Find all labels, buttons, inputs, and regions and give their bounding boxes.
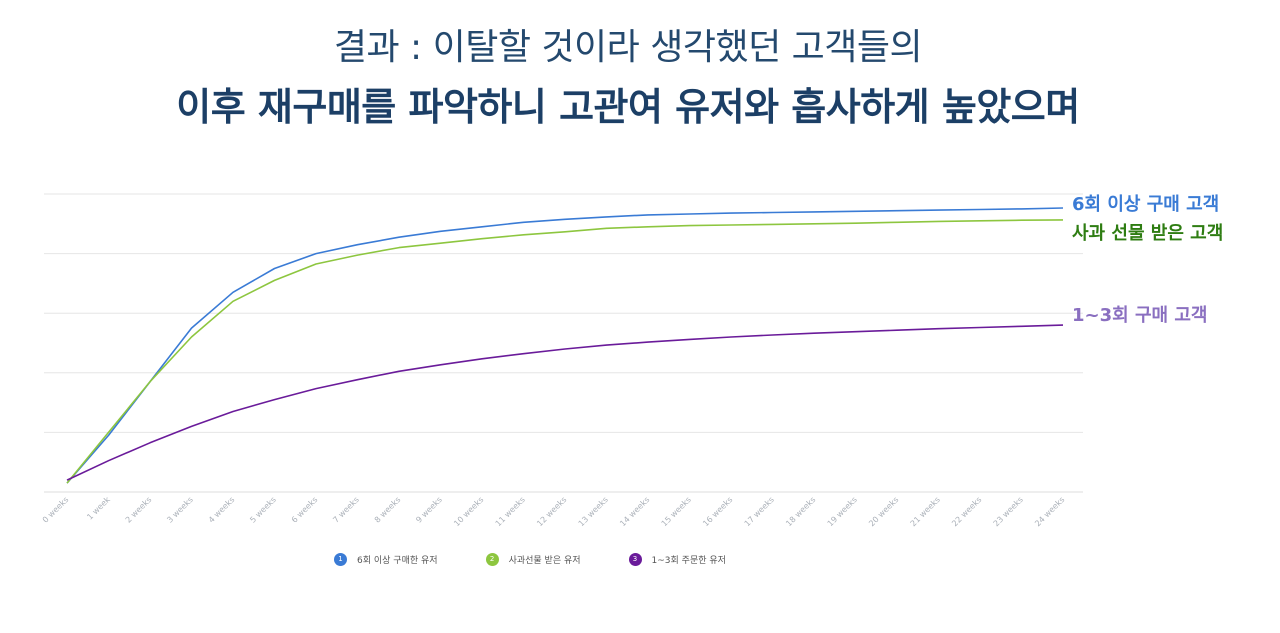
x-tick-label: 17 weeks: [743, 495, 776, 528]
series-line-3: [66, 324, 1064, 481]
legend-marker-3: 3: [628, 552, 642, 566]
x-tick-label: 2 weeks: [124, 495, 154, 525]
x-tick-label: 12 weeks: [535, 495, 568, 528]
x-tick-label: 21 weeks: [909, 495, 942, 528]
title-line-2: 이후 재구매를 파악하니 고관여 유저와 흡사하게 높았으며: [176, 85, 1080, 129]
series-end-label-1: 6회 이상 구매 고객: [1072, 194, 1219, 215]
legend-item-1[interactable]: 1 6회 이상 구매한 유저: [334, 552, 438, 566]
series-end-label-3: 1~3회 구매 고객: [1072, 305, 1207, 326]
x-tick-label: 20 weeks: [867, 495, 900, 528]
x-tick-label: 6 weeks: [290, 495, 320, 525]
x-tick-label: 18 weeks: [784, 495, 817, 528]
chart-legend: 1 6회 이상 구매한 유저 2 사과선물 받은 유저 3 1~3회 주문한 유…: [334, 551, 774, 567]
x-tick-label: 16 weeks: [701, 495, 734, 528]
x-tick-label: 14 weeks: [618, 495, 651, 528]
legend-marker-2: 2: [485, 552, 499, 566]
x-tick-label: 24 weeks: [1033, 495, 1066, 528]
legend-label-1: 6회 이상 구매한 유저: [357, 555, 438, 566]
legend-item-2[interactable]: 2 사과선물 받은 유저: [485, 552, 581, 566]
series-line-1: [66, 207, 1064, 484]
x-tick-label: 4 weeks: [207, 495, 237, 525]
x-tick-label: 22 weeks: [950, 495, 983, 528]
x-tick-label: 0 weeks: [41, 495, 71, 525]
legend-item-3[interactable]: 3 1~3회 주문한 유저: [628, 552, 726, 566]
x-tick-label: 23 weeks: [992, 495, 1025, 528]
x-tick-label: 8 weeks: [373, 495, 403, 525]
x-tick-label: 9 weeks: [414, 495, 444, 525]
x-tick-label: 1 week: [85, 495, 112, 522]
legend-label-2: 사과선물 받은 유저: [508, 555, 581, 566]
series-line-2: [66, 219, 1064, 484]
x-tick-label: 5 weeks: [248, 495, 278, 525]
x-tick-label: 7 weeks: [331, 495, 361, 525]
x-tick-label: 11 weeks: [494, 495, 527, 528]
title-line-1: 결과 : 이탈할 것이라 생각했던 고객들의: [333, 27, 923, 68]
legend-label-3: 1~3회 주문한 유저: [651, 555, 726, 566]
x-tick-label: 10 weeks: [452, 495, 485, 528]
series-end-label-2: 사과 선물 받은 고객: [1072, 223, 1223, 244]
x-tick-label: 15 weeks: [660, 495, 693, 528]
x-tick-label: 3 weeks: [165, 495, 195, 525]
x-tick-label: 19 weeks: [826, 495, 859, 528]
x-tick-label: 13 weeks: [577, 495, 610, 528]
legend-marker-1: 1: [334, 552, 347, 566]
